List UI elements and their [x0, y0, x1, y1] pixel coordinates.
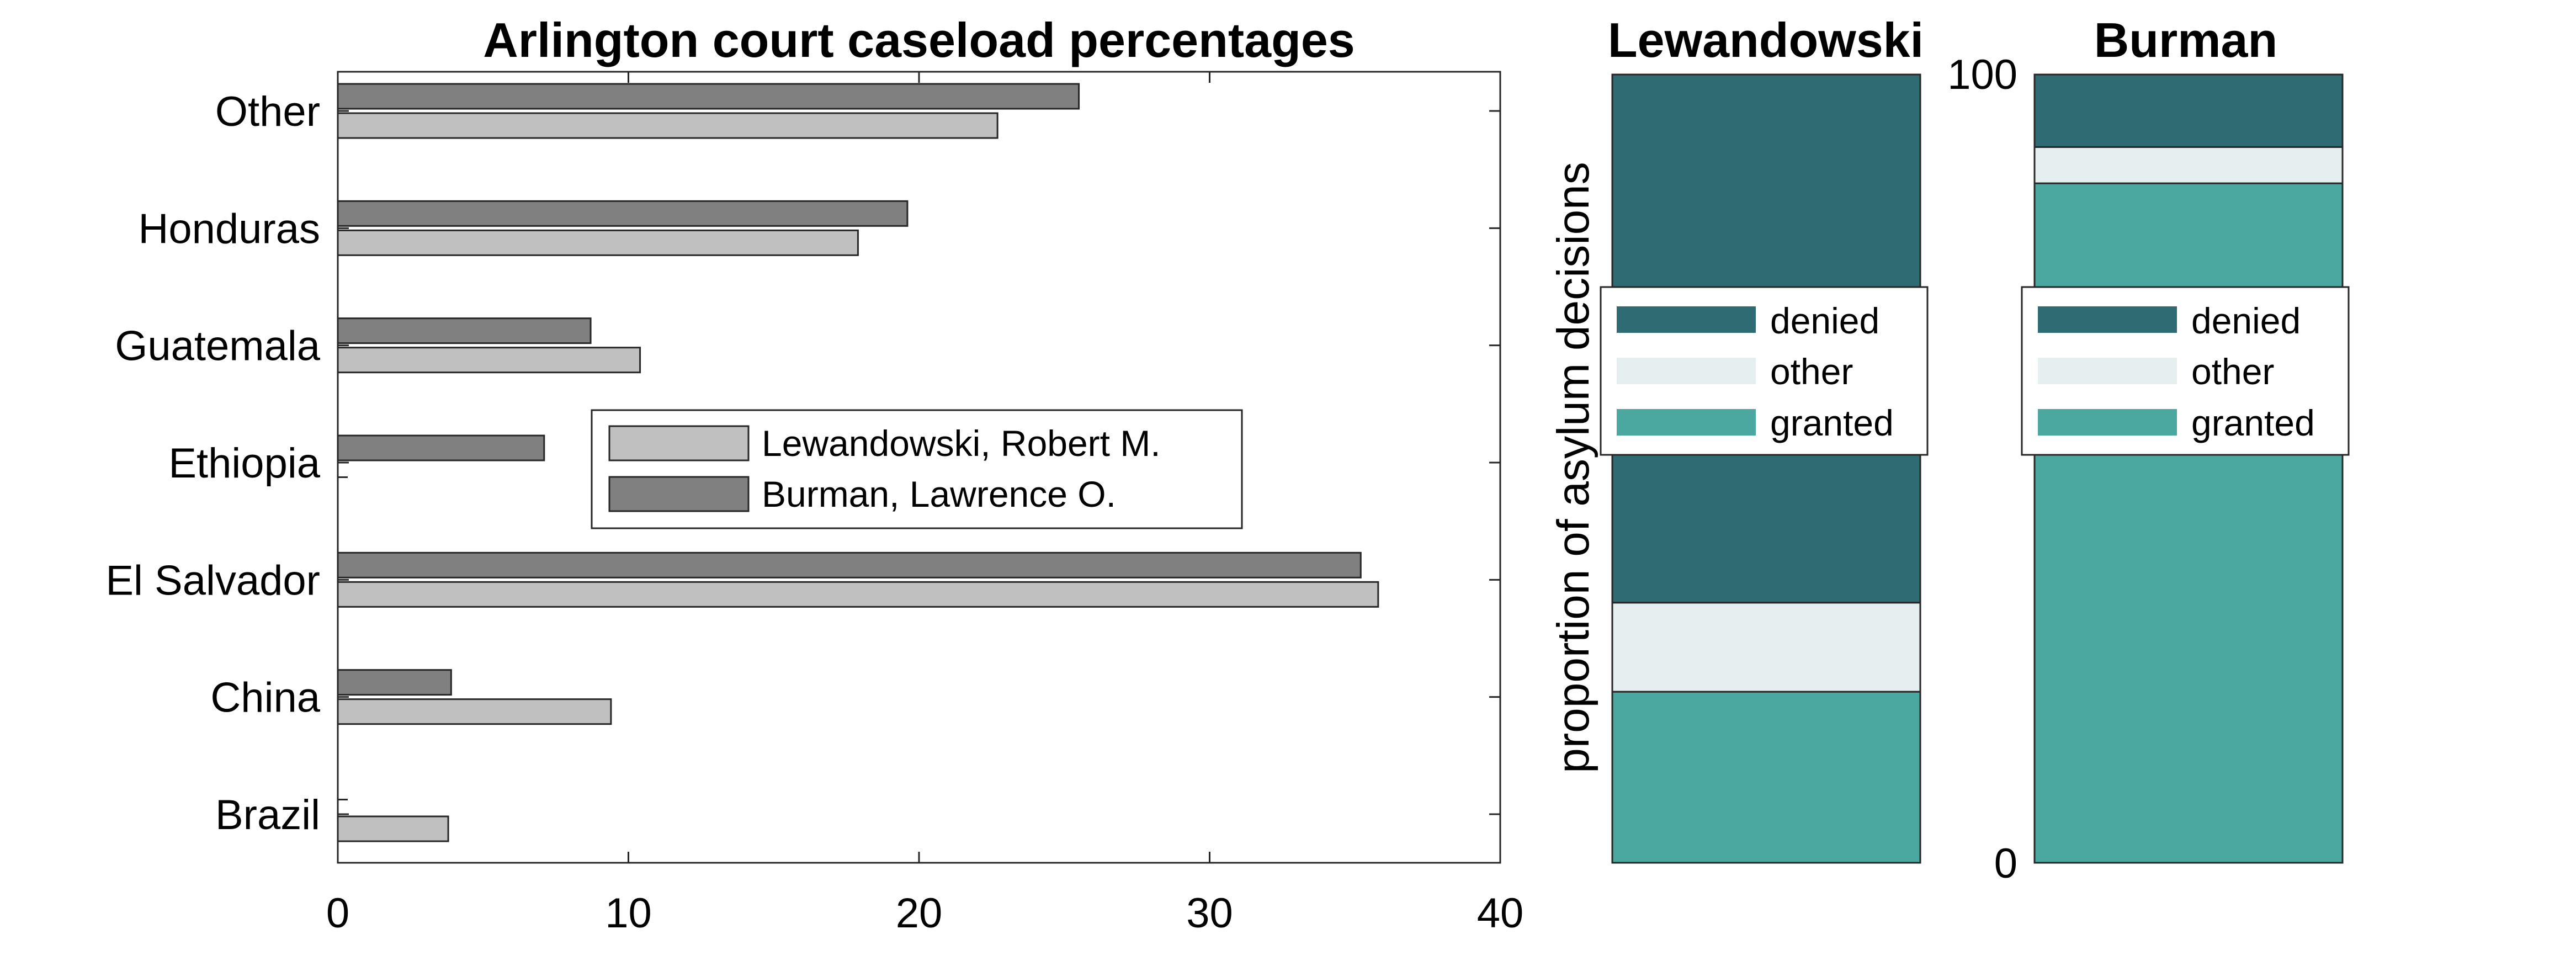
segment-granted	[2033, 182, 2344, 864]
category-label: Brazil	[215, 792, 320, 838]
burman-legend: denied other granted	[2021, 286, 2350, 456]
lewandowski-legend: denied other granted	[1600, 286, 1929, 456]
segment-denied	[2033, 73, 2344, 148]
decisions-ylabel: proportion of asylum decisions	[1548, 162, 1598, 773]
legend-label-other: other	[2191, 351, 2274, 392]
category-label: Ethiopia	[168, 440, 320, 487]
category-label: Honduras	[138, 205, 320, 252]
caseload-legend: Lewandowski, Robert M. Burman, Lawrence …	[591, 409, 1243, 529]
xtick-label: 40	[1477, 890, 1524, 937]
legend-label-denied: denied	[1770, 300, 1879, 341]
legend-swatch-denied	[1617, 306, 1756, 333]
segment-granted	[1611, 691, 1921, 864]
bar-lewandowski-china	[337, 698, 612, 725]
legend-swatch-denied	[2038, 306, 2177, 333]
bar-burman-china	[337, 669, 452, 696]
category-label: El Salvador	[105, 557, 320, 604]
bar-burman-ethiopia	[337, 434, 545, 461]
bar-burman-el-salvador	[337, 551, 1362, 578]
burman-ytick-top: 100	[1947, 51, 2017, 98]
burman-bar-outline	[2033, 73, 2344, 864]
lewandowski-decisions-chart: Lewandowski proportion of asylum decisio…	[1548, 13, 1929, 864]
legend-swatch-lewandowski	[608, 425, 750, 461]
legend-label-other: other	[1770, 351, 1853, 392]
caseload-bars	[337, 83, 1379, 842]
legend-swatch-other	[2038, 358, 2177, 384]
bar-burman-guatemala	[337, 317, 592, 344]
caseload-category-labels: Brazil China El Salvador Ethiopia Guatemala H…	[105, 88, 320, 838]
bar-burman-other	[337, 83, 1080, 110]
segment-other	[2033, 146, 2344, 184]
bar-lewandowski-guatemala	[337, 347, 641, 374]
bar-lewandowski-other	[337, 112, 998, 139]
burman-title: Burman	[2094, 13, 2278, 67]
category-label: Guatemala	[115, 323, 320, 370]
bar-lewandowski-honduras	[337, 229, 859, 256]
lewandowski-title: Lewandowski	[1608, 13, 1924, 67]
legend-swatch-granted	[2038, 409, 2177, 436]
legend-label-granted: granted	[1770, 402, 1894, 443]
xtick-label: 30	[1186, 890, 1233, 937]
segment-other	[1611, 602, 1921, 693]
legend-label-denied: denied	[2191, 300, 2301, 341]
xtick-label: 0	[326, 890, 349, 937]
caseload-ticks	[337, 72, 1501, 863]
xtick-label: 10	[605, 890, 652, 937]
caseload-chart: Arlington court caseload percentages 0 10…	[105, 13, 1523, 937]
caseload-chart-title: Arlington court caseload percentages	[483, 13, 1355, 67]
legend-swatch-burman	[608, 476, 750, 512]
bar-burman-honduras	[337, 200, 909, 227]
bar-lewandowski-el-salvador	[337, 581, 1379, 608]
burman-decisions-chart: Burman 100 0 denied other granted	[1947, 13, 2350, 887]
lewandowski-stack	[1611, 73, 1921, 864]
legend-swatch-other	[1617, 358, 1756, 384]
legend-label-burman: Burman, Lawrence O.	[762, 474, 1116, 514]
legend-label-granted: granted	[2191, 402, 2315, 443]
burman-ytick-bottom: 0	[1994, 840, 2017, 887]
legend-label-lewandowski: Lewandowski, Robert M.	[762, 423, 1161, 464]
category-label: Other	[215, 88, 320, 135]
category-label: China	[210, 675, 320, 721]
caseload-xtick-labels: 0 10 20 30 40	[326, 890, 1523, 937]
legend-swatch-granted	[1617, 409, 1756, 436]
burman-stack	[2033, 73, 2344, 864]
lewandowski-bar-outline	[1611, 73, 1921, 864]
bar-lewandowski-brazil	[337, 815, 449, 842]
xtick-label: 20	[896, 890, 943, 937]
